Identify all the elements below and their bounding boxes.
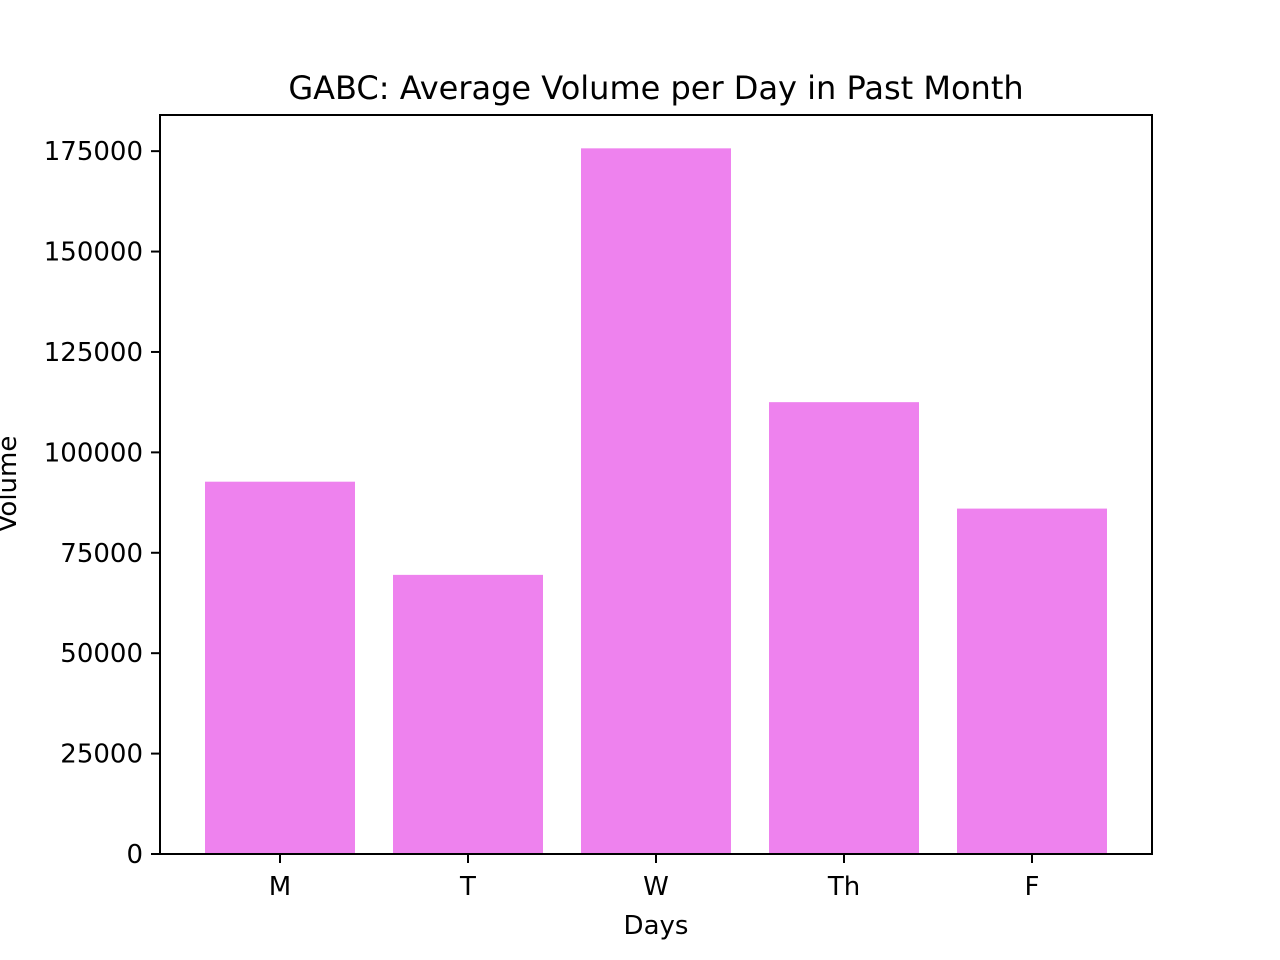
bar-w	[581, 148, 731, 854]
y-tick-label: 125000	[44, 338, 143, 368]
x-tick-label: M	[269, 872, 291, 902]
y-axis-label: Volume	[0, 436, 23, 533]
x-tick-label: F	[1025, 872, 1040, 902]
y-axis-ticks: 0 25000 50000 75000 100000 125000 150000 175000	[44, 137, 160, 870]
bars-group	[205, 148, 1107, 854]
x-tick-label: Th	[827, 872, 860, 902]
y-tick-label: 50000	[60, 639, 143, 669]
x-tick-label: T	[459, 872, 476, 902]
x-axis-ticks: M T W Th F	[269, 854, 1040, 902]
x-axis-label: Days	[624, 911, 689, 941]
bar-f	[957, 508, 1107, 854]
y-tick-label: 100000	[44, 438, 143, 468]
bar-m	[205, 481, 355, 854]
y-tick-label: 175000	[44, 137, 143, 167]
chart-title: GABC: Average Volume per Day in Past Mon…	[288, 69, 1023, 107]
plot-frame	[159, 114, 1153, 855]
y-tick-label: 0	[126, 840, 143, 870]
y-tick-label: 150000	[44, 238, 143, 268]
bar-t	[393, 574, 543, 854]
x-tick-label: W	[643, 872, 669, 902]
bar-th	[769, 402, 919, 854]
y-tick-label: 25000	[60, 740, 143, 770]
y-tick-label: 75000	[60, 539, 143, 569]
